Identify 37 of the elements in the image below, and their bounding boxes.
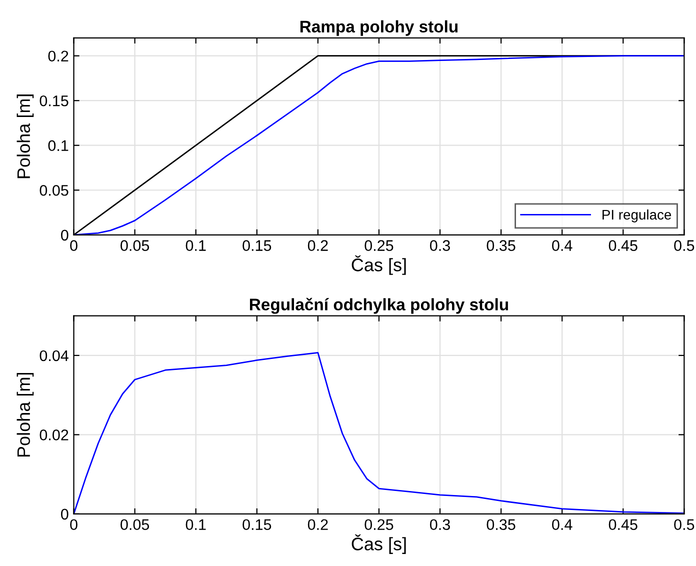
legend-label: PI regulace — [602, 209, 672, 222]
x-tick-label: 0 — [70, 519, 78, 530]
x-tick-label: 0.1 — [186, 240, 206, 251]
y-tick-label: 0.2 — [48, 50, 68, 62]
x-tick-label: 0.15 — [242, 240, 272, 251]
x-tick-label: 0.35 — [486, 519, 516, 530]
y-tick-label: 0 — [61, 508, 68, 520]
x-axis-title: Čas [s] — [352, 534, 406, 554]
x-tick-label: 0.15 — [242, 519, 272, 530]
y-axis-title: Poloha [m] — [16, 94, 34, 178]
x-tick-label: 0.5 — [674, 519, 694, 530]
x-tick-label: 0.1 — [186, 519, 206, 530]
x-tick-label: 0.45 — [608, 519, 638, 530]
y-tick-label: 0.02 — [40, 430, 68, 440]
y-tick-label: 0.15 — [40, 95, 68, 106]
x-tick-label: 0.2 — [308, 240, 328, 251]
x-tick-label: 0.2 — [308, 519, 328, 530]
x-tick-label: 0.05 — [120, 519, 150, 530]
x-axis-title: Čas [s] — [352, 255, 406, 275]
x-tick-label: 0.05 — [120, 240, 150, 251]
x-tick-label: 0.3 — [430, 519, 450, 530]
x-tick-label: 0.5 — [674, 240, 694, 251]
y-tick-label: 0.05 — [40, 184, 68, 196]
x-tick-label: 0.25 — [364, 519, 394, 530]
x-tick-label: 0.4 — [552, 240, 572, 251]
x-tick-label: 0.3 — [430, 240, 450, 251]
y-tick-label: 0.1 — [48, 140, 68, 152]
x-tick-label: 0 — [70, 240, 78, 251]
y-tick-label: 0 — [61, 230, 68, 241]
x-tick-label: 0.45 — [608, 240, 638, 251]
y-tick-label: 0.04 — [40, 350, 68, 362]
x-tick-label: 0.4 — [552, 519, 572, 530]
y-axis-title: Poloha [m] — [16, 373, 34, 457]
x-tick-label: 0.35 — [486, 240, 516, 251]
chart-title: Rampa polohy stolu — [300, 20, 458, 36]
x-tick-label: 0.25 — [364, 240, 394, 251]
chart-title: Regulační odchylka polohy stolu — [250, 298, 508, 314]
